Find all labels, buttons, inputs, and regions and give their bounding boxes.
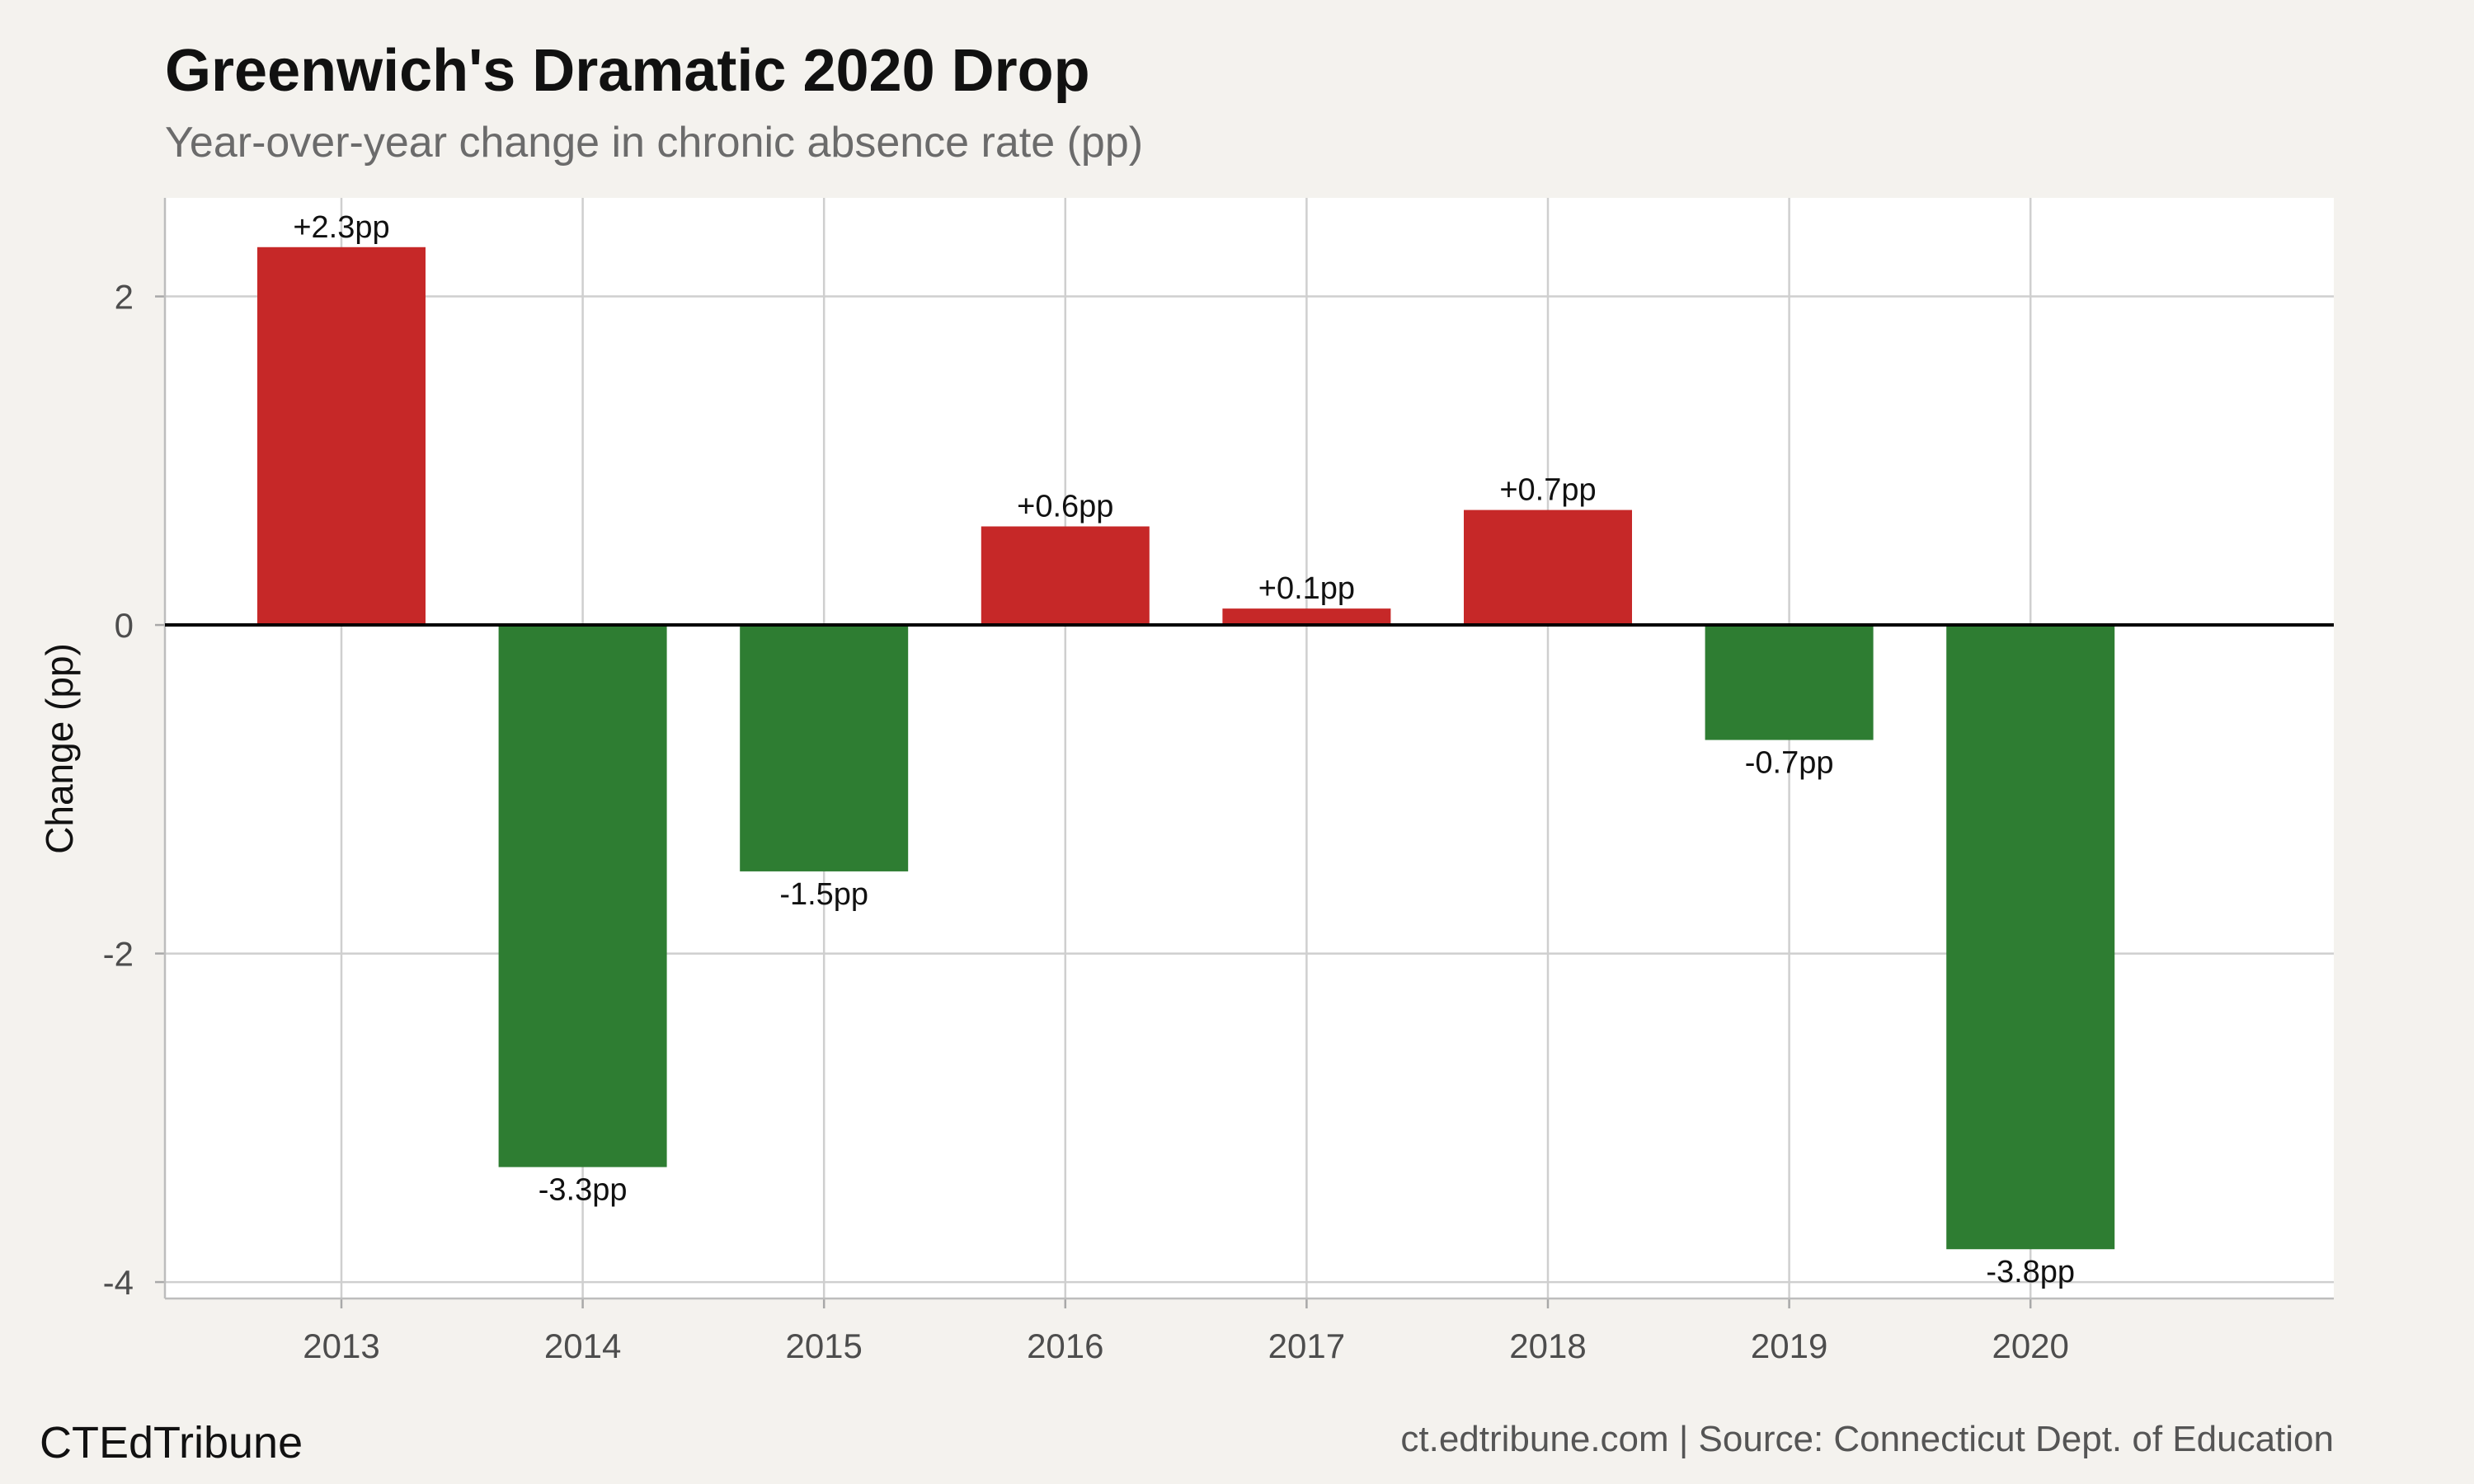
bar-2020 <box>1946 625 2115 1250</box>
x-tick-label: 2013 <box>303 1327 379 1365</box>
x-tick-label: 2019 <box>1751 1327 1827 1365</box>
data-label-2020: -3.8pp <box>1986 1255 2075 1289</box>
y-tick-label: -2 <box>103 935 134 974</box>
footer-brand: CTEdTribune <box>40 1418 303 1468</box>
data-label-2017: +0.1pp <box>1258 571 1355 606</box>
y-axis-title: Change (pp) <box>38 643 81 854</box>
y-tick-label: 2 <box>115 278 134 317</box>
y-tick-label: 0 <box>115 606 134 645</box>
x-tick-label: 2018 <box>1509 1327 1586 1365</box>
x-tick-label: 2014 <box>544 1327 621 1365</box>
footer-source: ct.edtribune.com | Source: Connecticut D… <box>1400 1419 2334 1459</box>
bar-2017 <box>1222 608 1391 626</box>
data-label-2016: +0.6pp <box>1017 490 1113 524</box>
bar-2015 <box>740 625 909 871</box>
x-tick-label: 2017 <box>1268 1327 1345 1365</box>
data-label-2014: -3.3pp <box>539 1173 628 1208</box>
axes: -4 -2 0 2 2013 2014 2015 2016 2017 2018 2019 2020 <box>103 198 2334 1365</box>
data-label-2019: -0.7pp <box>1745 746 1834 781</box>
x-tick-label: 2015 <box>785 1327 862 1365</box>
chart-title: Greenwich's Dramatic 2020 Drop <box>165 38 1090 104</box>
data-label-2013: +2.3pp <box>293 210 389 245</box>
x-tick-label: 2016 <box>1027 1327 1103 1365</box>
bar-2018 <box>1464 510 1632 626</box>
data-label-2015: -1.5pp <box>779 877 868 912</box>
y-tick-label: -4 <box>103 1263 134 1302</box>
data-labels: +2.3pp -3.3pp -1.5pp +0.6pp +0.1pp +0.7pp -0.7… <box>293 210 2075 1289</box>
bar-2019 <box>1705 625 1874 740</box>
bars <box>165 247 2334 1250</box>
bar-2016 <box>981 526 1150 626</box>
data-label-2018: +0.7pp <box>1499 473 1596 508</box>
x-tick-label: 2020 <box>1992 1327 2068 1365</box>
bar-2014 <box>498 625 667 1167</box>
bar-2013 <box>257 247 426 626</box>
chart-subtitle: Year-over-year change in chronic absence… <box>165 119 1143 167</box>
